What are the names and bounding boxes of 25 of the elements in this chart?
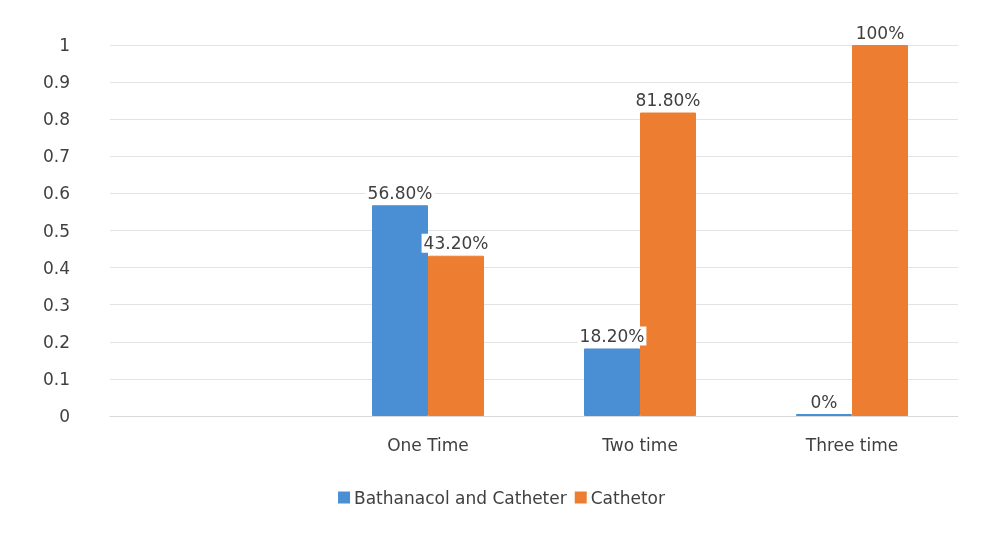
- data-label: 81.80%: [635, 90, 701, 111]
- y-tick-label: 0.3: [42, 294, 70, 315]
- y-tick-label: 0.2: [42, 331, 70, 352]
- y-tick-label: 0.7: [42, 146, 70, 167]
- legend-label: Cathetor: [590, 487, 665, 508]
- data-label: 0%: [810, 391, 838, 412]
- y-tick-label: 0.6: [42, 183, 70, 204]
- y-tick-label: 0.4: [42, 257, 70, 278]
- data-label: 56.80%: [367, 182, 433, 203]
- y-tick-label: 0.5: [42, 220, 70, 241]
- y-tick-label: 0.8: [42, 109, 70, 130]
- y-tick-label: 0.9: [42, 72, 70, 93]
- bar: [852, 45, 908, 416]
- x-tick-label: Three time: [804, 434, 899, 455]
- x-tick-label: One Time: [387, 434, 469, 455]
- y-tick-label: 1: [59, 35, 70, 55]
- bar: [428, 255, 484, 416]
- data-label: 100%: [855, 22, 905, 43]
- data-label: 43.20%: [423, 233, 489, 254]
- y-tick-label: 0: [59, 406, 70, 426]
- x-tick-label: Two time: [601, 434, 678, 455]
- legend-label: Bathanacol and Catheter: [354, 487, 567, 508]
- bar: [584, 348, 640, 416]
- data-label: 18.20%: [579, 325, 645, 346]
- y-tick-label: 0.1: [42, 368, 70, 389]
